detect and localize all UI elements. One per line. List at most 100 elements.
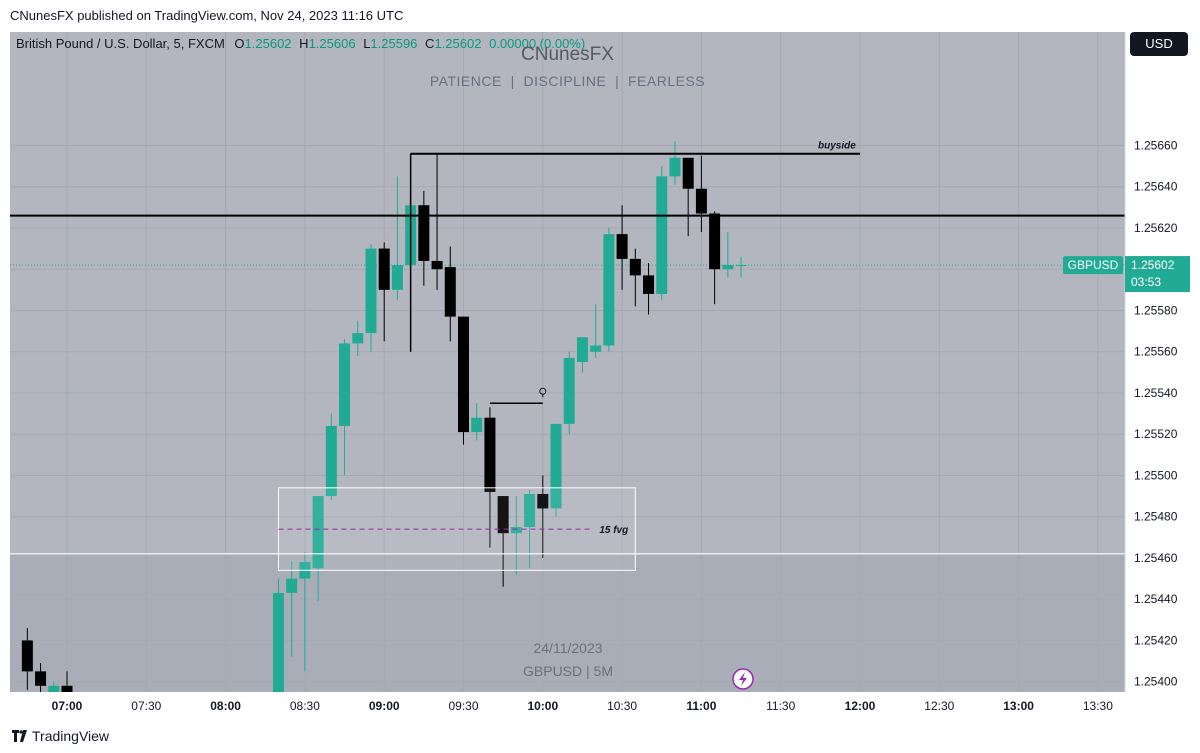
candle[interactable] bbox=[709, 211, 721, 305]
candle-body bbox=[458, 316, 469, 433]
candle-body bbox=[35, 671, 47, 686]
candle[interactable] bbox=[563, 351, 575, 435]
candle[interactable] bbox=[695, 155, 707, 233]
candle-body bbox=[510, 527, 522, 534]
candle-body bbox=[497, 496, 509, 534]
candle-body bbox=[21, 640, 33, 672]
time-axis-background bbox=[10, 692, 1190, 718]
price-axis-background bbox=[1125, 32, 1190, 718]
candle[interactable] bbox=[365, 244, 377, 352]
candle[interactable] bbox=[576, 337, 588, 373]
candle[interactable] bbox=[682, 157, 694, 237]
candle[interactable] bbox=[656, 166, 668, 301]
price-chart-svg[interactable]: 15 fvg buyside 1.25660 1.25640 1.25620 1.256… bbox=[10, 32, 1190, 718]
time-tick-label: 13:30 bbox=[1083, 699, 1113, 713]
candle-body bbox=[444, 267, 456, 317]
watermark-tagline: PATIENCE | DISCIPLINE | FEARLESS bbox=[429, 73, 706, 89]
currency-button[interactable]: USD bbox=[1130, 32, 1188, 56]
candle[interactable] bbox=[431, 153, 443, 290]
candle-body bbox=[735, 265, 747, 267]
price-tick-label: 1.25440 bbox=[1134, 592, 1178, 606]
lightning-bolt bbox=[739, 672, 747, 686]
candle[interactable] bbox=[339, 339, 351, 476]
candle-body bbox=[339, 343, 351, 426]
candle[interactable] bbox=[722, 232, 734, 278]
candle[interactable] bbox=[21, 628, 33, 690]
candle-body bbox=[590, 345, 602, 352]
candle[interactable] bbox=[669, 141, 681, 185]
chart-area[interactable]: 15 fvg buyside 1.25660 1.25640 1.25620 1.256… bbox=[10, 32, 1190, 718]
candle-body bbox=[352, 333, 364, 344]
fvg-zone-box[interactable] bbox=[277, 487, 636, 571]
time-tick-label: 13:00 bbox=[1003, 699, 1034, 713]
candle-body bbox=[484, 417, 496, 492]
close-label: C bbox=[425, 36, 435, 51]
candle-body bbox=[471, 417, 483, 433]
candle[interactable] bbox=[458, 316, 469, 445]
candle[interactable] bbox=[510, 496, 522, 575]
price-tick-label: 1.25540 bbox=[1134, 386, 1178, 400]
time-tick-label: 09:00 bbox=[369, 699, 400, 713]
time-tick-label: 07:30 bbox=[131, 699, 161, 713]
price-tick-label: 1.25460 bbox=[1134, 551, 1178, 565]
lightning-icon[interactable] bbox=[732, 668, 754, 690]
candle-body bbox=[378, 248, 390, 290]
price-tick-label: 1.25620 bbox=[1134, 221, 1178, 235]
candle[interactable] bbox=[471, 403, 483, 441]
time-tick-label: 11:30 bbox=[766, 699, 795, 713]
candle-body bbox=[391, 265, 403, 290]
candle[interactable] bbox=[537, 475, 549, 558]
candle[interactable] bbox=[616, 205, 628, 290]
footer: TradingView bbox=[0, 718, 1200, 753]
price-tag-countdown: 03:53 bbox=[1131, 275, 1161, 289]
price-tag bbox=[1125, 256, 1190, 293]
candle-body bbox=[576, 337, 588, 362]
time-tick-label: 11:00 bbox=[686, 699, 716, 713]
candle[interactable] bbox=[735, 256, 747, 278]
candle[interactable] bbox=[629, 248, 641, 307]
price-tag-value: 1.25602 bbox=[1131, 258, 1175, 272]
candle[interactable] bbox=[312, 496, 324, 602]
fvg-label: 15 fvg bbox=[599, 525, 628, 536]
candle[interactable] bbox=[524, 489, 536, 569]
candle[interactable] bbox=[378, 242, 390, 342]
time-tick-label: 10:30 bbox=[607, 699, 637, 713]
candle-body bbox=[365, 248, 377, 334]
price-tick-label: 1.25500 bbox=[1134, 468, 1178, 482]
candle[interactable] bbox=[391, 176, 403, 301]
lightbulb-icon[interactable] bbox=[539, 387, 547, 398]
candle[interactable] bbox=[603, 227, 615, 352]
price-tick-label: 1.25400 bbox=[1134, 675, 1178, 689]
candle-body bbox=[629, 258, 641, 276]
candle-body bbox=[682, 157, 694, 189]
watermark-name: CNunesFX bbox=[521, 44, 614, 65]
price-tick-label: 1.25660 bbox=[1134, 138, 1178, 152]
candle-body bbox=[603, 234, 615, 346]
candle[interactable] bbox=[590, 304, 602, 358]
candle[interactable] bbox=[550, 423, 562, 517]
candle[interactable] bbox=[418, 190, 430, 286]
symbol-tag bbox=[1063, 256, 1123, 275]
candle-body bbox=[656, 176, 668, 294]
candle[interactable] bbox=[352, 320, 364, 356]
candle-body bbox=[669, 157, 681, 177]
candle[interactable] bbox=[643, 263, 655, 315]
candle-body bbox=[312, 496, 324, 569]
candle[interactable] bbox=[286, 562, 298, 657]
candle[interactable] bbox=[325, 413, 337, 501]
symbol-legend[interactable]: British Pound / U.S. Dollar, 5, FXCM O1.… bbox=[16, 36, 585, 51]
time-tick-label: 07:00 bbox=[52, 699, 83, 713]
candle[interactable] bbox=[35, 663, 47, 695]
price-tick-label: 1.25560 bbox=[1134, 345, 1178, 359]
candle-body bbox=[418, 205, 430, 261]
tradingview-logo-icon bbox=[12, 730, 27, 742]
candle-body bbox=[48, 685, 60, 692]
time-tick-label: 08:30 bbox=[290, 699, 320, 713]
symbol-tag-label: GBPUSD bbox=[1068, 258, 1119, 272]
tradingview-logo[interactable]: TradingView bbox=[12, 728, 109, 744]
candle[interactable] bbox=[497, 496, 509, 587]
candle[interactable] bbox=[444, 246, 456, 342]
buyside-label: buyside bbox=[818, 141, 856, 152]
candle[interactable] bbox=[484, 407, 496, 548]
footer-brand: TradingView bbox=[32, 728, 110, 744]
